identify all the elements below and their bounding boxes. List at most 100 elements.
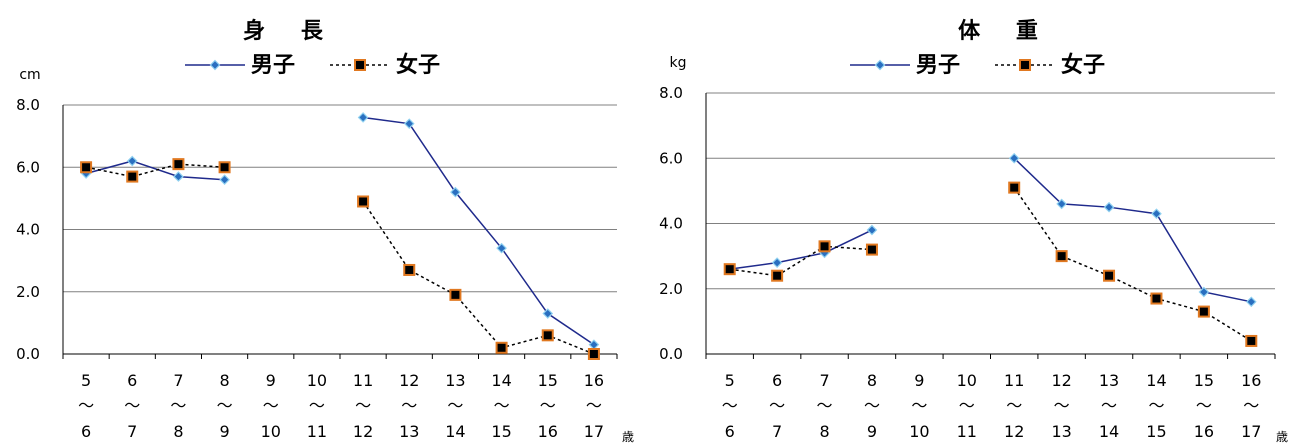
data-point-boys	[1056, 198, 1067, 210]
data-point-boys	[1198, 286, 1210, 298]
y-tick-label: 0.0	[16, 345, 40, 363]
x-tick-label-bottom: 17	[1241, 422, 1261, 441]
data-point-girls	[587, 348, 600, 360]
x-tick-label-bottom: 8	[173, 422, 183, 441]
data-point-boys	[1008, 152, 1020, 164]
x-tick-label-top: 14	[1146, 371, 1166, 390]
x-tick-label-top: 5	[81, 371, 91, 390]
x-tick-label-bottom: 13	[399, 422, 419, 441]
x-tick-label-bottom: 6	[81, 422, 91, 441]
legend-marker-girls	[1019, 59, 1031, 71]
legend-label-girls: 女子	[396, 52, 440, 78]
x-tick-label-mid: ～	[959, 396, 975, 415]
y-tick-label: 0.0	[659, 345, 683, 363]
data-point-girls	[80, 161, 93, 174]
x-tick-label-mid: ～	[769, 396, 785, 415]
data-point-boys	[1151, 208, 1162, 220]
x-tick-label-bottom: 11	[307, 422, 327, 441]
chart-1: 身 長男子 女子 cm 0.0 2.0 4.0 6.0 8.0 5 ～ 6 6 ～ 7 7 ～ 8 8 ～ 9 9 ～ 10…	[16, 18, 634, 444]
x-tick-label-mid: ～	[124, 396, 140, 415]
x-tick-label-mid: ～	[309, 396, 325, 415]
x-tick-label-top: 16	[584, 371, 604, 390]
data-point-boys	[771, 257, 783, 268]
x-tick-label-mid: ～	[494, 396, 510, 415]
data-point-girls	[1103, 269, 1116, 282]
x-tick-label-top: 11	[1004, 371, 1024, 390]
x-tick-label-top: 7	[819, 371, 829, 390]
data-point-girls	[357, 195, 370, 208]
y-tick-label: 2.0	[16, 283, 40, 301]
data-point-girls	[818, 240, 831, 253]
x-tick-label-bottom: 10	[261, 422, 281, 441]
x-tick-label-mid: ～	[401, 396, 417, 415]
legend-label-boys: 男子	[916, 53, 960, 78]
x-tick-label-mid: ～	[263, 396, 279, 415]
data-point-boys	[1103, 201, 1115, 213]
x-tick-label-top: 9	[914, 371, 924, 390]
x-tick-label-mid: ～	[1148, 396, 1164, 415]
legend-label-boys: 男子	[251, 53, 295, 78]
x-tick-label-mid: ～	[217, 396, 233, 415]
data-point-boys	[1245, 296, 1257, 308]
x-tick-label-mid: ～	[355, 396, 371, 415]
data-point-girls	[1197, 305, 1210, 318]
y-tick-label: 8.0	[16, 96, 40, 114]
data-point-girls	[771, 269, 784, 282]
x-tick-label-top: 5	[725, 371, 735, 390]
series-line-girls	[362, 201, 595, 355]
data-point-girls	[126, 170, 139, 183]
x-tick-label-bottom: 13	[1051, 422, 1071, 441]
legend-label-girls: 女子	[1061, 52, 1105, 78]
data-point-girls	[865, 243, 878, 256]
data-point-girls	[1055, 250, 1068, 263]
x-tick-label-mid: ～	[1196, 396, 1212, 415]
x-tick-label-mid: ～	[722, 396, 738, 415]
x-tick-label-mid: ～	[817, 396, 833, 415]
chart-title: 身 長	[243, 18, 337, 44]
data-point-girls	[403, 263, 416, 276]
data-point-girls	[218, 161, 231, 174]
x-tick-label-bottom: 8	[819, 422, 829, 441]
x-tick-label-bottom: 16	[1194, 422, 1214, 441]
x-tick-label-top: 13	[1099, 371, 1119, 390]
data-point-boys	[450, 186, 461, 198]
series-line-girls	[729, 245, 873, 277]
legend: 男子 女子	[185, 52, 440, 78]
x-tick-label-top: 13	[445, 371, 465, 390]
x-tick-label-top: 15	[1194, 371, 1214, 390]
x-tick-label-bottom: 9	[867, 422, 877, 441]
data-point-boys	[357, 112, 369, 123]
x-unit-label: 歳	[622, 430, 634, 444]
series-line-boys	[729, 229, 873, 270]
data-point-boys	[403, 118, 415, 130]
x-tick-label-bottom: 12	[1004, 422, 1024, 441]
x-tick-label-top: 9	[266, 371, 276, 390]
x-tick-label-top: 8	[867, 371, 877, 390]
x-tick-label-bottom: 14	[1099, 422, 1119, 441]
data-point-girls	[1008, 181, 1021, 194]
legend-marker-boys	[209, 59, 221, 71]
x-tick-label-mid: ～	[1243, 396, 1259, 415]
x-tick-label-bottom: 17	[584, 422, 604, 441]
chart-2: 体 重男子 女子 kg 0.0 2.0 4.0 6.0 8.0 5 ～ 6 6 ～ 7 7 ～ 8 8 ～ 9 9 ～ 10…	[659, 19, 1288, 444]
x-tick-label-mid: ～	[1101, 396, 1117, 415]
x-tick-label-top: 6	[772, 371, 782, 390]
data-point-boys	[496, 242, 507, 254]
x-unit-label: 歳	[1276, 430, 1288, 444]
x-tick-label-mid: ～	[1054, 396, 1070, 415]
x-tick-label-bottom: 7	[127, 422, 137, 441]
x-tick-label-bottom: 6	[725, 422, 735, 441]
data-point-girls	[1245, 334, 1258, 347]
y-tick-label: 6.0	[16, 158, 40, 176]
data-point-girls	[541, 329, 554, 342]
x-tick-label-top: 16	[1241, 371, 1261, 390]
x-tick-label-bottom: 14	[445, 422, 465, 441]
y-tick-label: 6.0	[659, 149, 683, 167]
x-tick-label-bottom: 11	[957, 422, 977, 441]
data-point-girls	[449, 288, 462, 301]
x-tick-label-mid: ～	[447, 396, 463, 415]
x-tick-label-top: 10	[307, 371, 327, 390]
x-tick-label-mid: ～	[170, 396, 186, 415]
series-line-boys	[85, 160, 225, 181]
